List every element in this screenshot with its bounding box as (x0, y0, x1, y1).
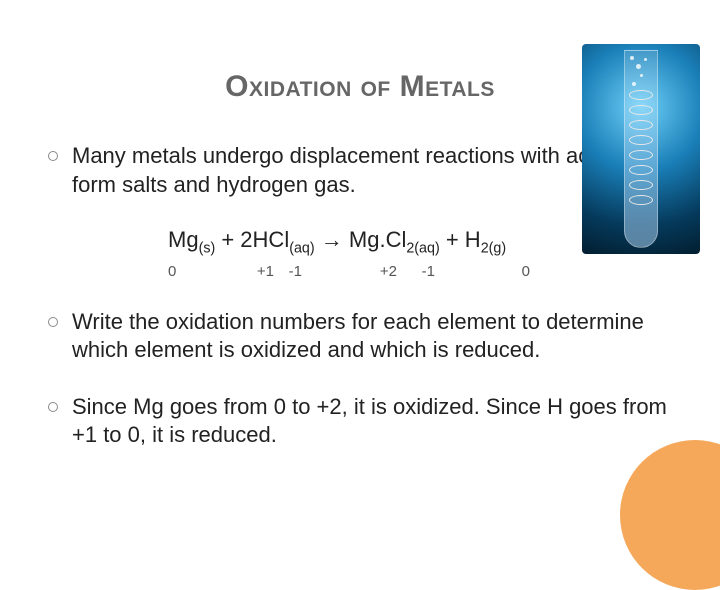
bullet-text: Since Mg goes from 0 to +2, it is oxidiz… (72, 393, 672, 450)
bullet-3: Since Mg goes from 0 to +2, it is oxidiz… (48, 393, 672, 450)
oxnum-mg2: +2 (302, 263, 397, 280)
state-aq1: (aq) (289, 241, 314, 257)
bullet-icon (48, 151, 58, 161)
bullet-text: Write the oxidation numbers for each ele… (72, 308, 672, 365)
oxnum-h2: 0 (435, 263, 530, 280)
state-s: (s) (199, 241, 216, 257)
bullet-icon (48, 317, 58, 327)
bullet-2: Write the oxidation numbers for each ele… (48, 308, 672, 365)
oxidation-numbers: 0 +1 -1 +2 -1 0 (168, 263, 672, 280)
oxnum-cl: -1 (274, 263, 302, 280)
oxnum-mg: 0 (168, 263, 198, 280)
slide-title: Oxidation of Metals (48, 70, 672, 104)
metal-coil (629, 90, 653, 220)
bullet-icon (48, 402, 58, 412)
oxnum-h: +1 (198, 263, 274, 280)
sub-2g: 2(g) (481, 241, 506, 257)
plus-hcl: + 2HCl (215, 227, 289, 252)
bullet-1: Many metals undergo displacement reactio… (48, 142, 672, 199)
bubbles (626, 54, 656, 94)
test-tube-image (582, 44, 700, 254)
arrow-icon: → (315, 227, 349, 252)
oxnum-cl2: -1 (397, 263, 435, 280)
corner-accent-circle (620, 440, 720, 590)
plus-h: + H (440, 227, 481, 252)
sub-2aq: 2(aq) (406, 241, 439, 257)
reactant-mg: Mg (168, 227, 199, 252)
product-mgcl: Mg.Cl (349, 227, 406, 252)
